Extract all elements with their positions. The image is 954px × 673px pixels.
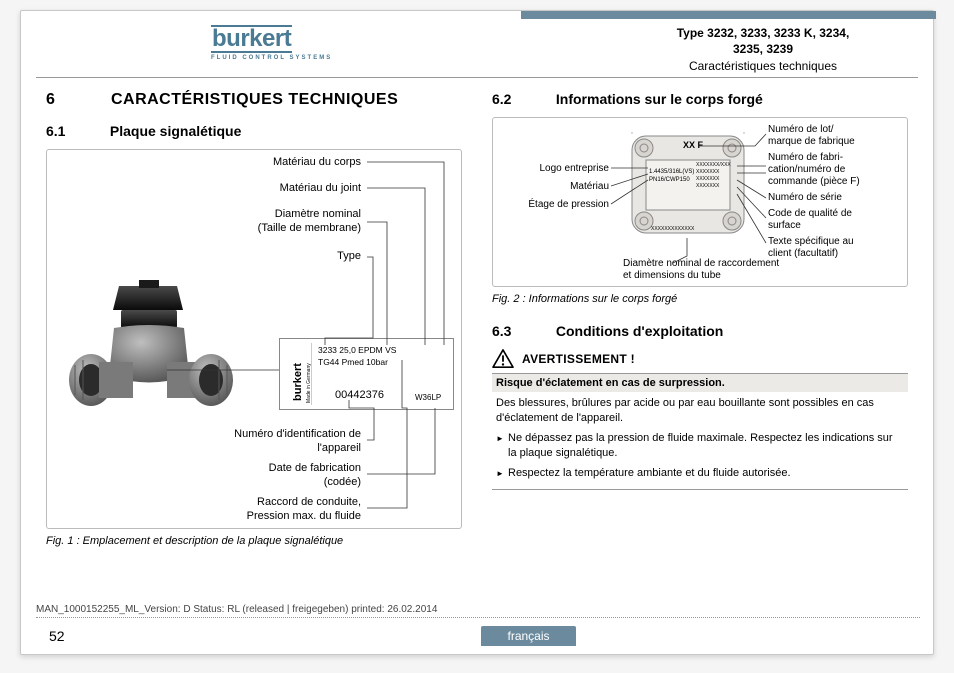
page-number: 52 (49, 628, 65, 644)
valve-illustration (59, 280, 249, 440)
callout-seal-material: Matériau du joint (161, 182, 361, 196)
callout-nominal-dia: Diamètre nominal (Taille de membrane) (161, 208, 361, 236)
callout-pressure-stage: Étage de pression (499, 199, 609, 211)
flange-ph5: XXXXXXXXXXXXX (651, 226, 694, 232)
section-6-2-heading: 6.2 Informations sur le corps forgé (492, 91, 908, 107)
left-column: 6 CARACTÉRISTIQUES TECHNIQUES 6.1 Plaque… (46, 91, 462, 599)
accent-bar (521, 11, 936, 19)
figure-2: XX F 1.4435/316L(VS) PN16/CWP150 XXXXXXX… (492, 117, 908, 287)
warning-body: Des blessures, brûlures par acide ou par… (492, 392, 908, 490)
section-title: CARACTÉRISTIQUES TECHNIQUES (111, 91, 398, 108)
flange-ph1: XXXXXXX/XXX (696, 162, 731, 168)
warning-bullet-1: Ne dépassez pas la pression de fluide ma… (496, 431, 904, 462)
section-6-heading: 6 CARACTÉRISTIQUES TECHNIQUES (46, 91, 462, 109)
callout-mfg-date: Date de fabrication (codée) (161, 462, 361, 490)
figure-1: burkert Made in Germany 3233 25,0 EPDM V… (46, 149, 462, 529)
callout-pipe-pressure: Raccord de conduite, Pression max. du fl… (161, 496, 361, 524)
warning-risk-line: Risque d'éclatement en cas de surpressio… (492, 373, 908, 392)
callout-mfg-date-l1: Date de fabrication (269, 462, 361, 474)
brand-logo: burkert FLUID CONTROL SYSTEMS (211, 25, 332, 61)
logo-text: burkert (211, 25, 292, 53)
flange-mat: 1.4435/316L(VS) (649, 169, 694, 175)
warning-block: AVERTISSEMENT ! Risque d'éclatement en c… (492, 349, 908, 490)
section-6-1-heading: 6.1 Plaque signalétique (46, 123, 462, 139)
flange-ph2: XXXXXXX (696, 169, 719, 175)
flange-pn: PN16/CWP150 (649, 177, 690, 183)
warning-bullet-2: Respectez la température ambiante et du … (496, 466, 904, 481)
callout-nominal-dia-l1: Diamètre nominal (275, 208, 361, 220)
flange-ph3: XXXXXXX (696, 176, 719, 182)
callout-nominal-dia-l2: (Taille de membrane) (258, 222, 361, 234)
warning-header: AVERTISSEMENT ! (492, 349, 908, 369)
flange-ph4: XXXXXXX (696, 183, 719, 189)
content-columns: 6 CARACTÉRISTIQUES TECHNIQUES 6.1 Plaque… (46, 91, 908, 599)
section-number: 6 (46, 91, 106, 109)
callout-mfg-date-l2: (codée) (324, 476, 361, 488)
language-tab: français (481, 626, 576, 646)
warning-body-text: Des blessures, brûlures par acide ou par… (496, 396, 904, 427)
callout-pipe-l2: Pression max. du fluide (247, 510, 361, 522)
subsection-title: Informations sur le corps forgé (556, 91, 763, 107)
subsection-title: Plaque signalétique (110, 123, 241, 139)
warning-icon (492, 349, 514, 369)
logo-subtitle: FLUID CONTROL SYSTEMS (211, 55, 332, 61)
nameplate-row1: 3233 25,0 EPDM VS (318, 345, 396, 355)
callout-batch: Numéro de lot/ marque de fabrique (768, 124, 855, 148)
callout-pipe-l1: Raccord de conduite, (257, 496, 361, 508)
subsection-title: Conditions d'exploitation (556, 323, 723, 339)
section-6-3-heading: 6.3 Conditions d'exploitation (492, 323, 908, 339)
header-subtitle: Caractéristiques techniques (613, 59, 913, 73)
callout-nominal-bottom: Diamètre nominal de raccordement et dime… (623, 258, 779, 282)
right-column: 6.2 Informations sur le corps forgé (492, 91, 908, 599)
header-right-block: Type 3232, 3233, 3233 K, 3234, 3235, 323… (613, 25, 913, 73)
callout-body-material: Matériau du corps (161, 156, 361, 170)
nameplate-ident: 00442376 (335, 389, 384, 401)
callout-ident-l2: l'appareil (317, 442, 361, 454)
callout-materiau: Matériau (499, 181, 609, 193)
callout-serial: Numéro de série (768, 192, 842, 204)
figure-1-caption: Fig. 1 : Emplacement et description de l… (46, 535, 462, 547)
warning-title: AVERTISSEMENT ! (522, 352, 635, 366)
header-type-line2: 3235, 3239 (613, 41, 913, 57)
document-info-line: MAN_1000152255_ML_Version: D Status: RL … (36, 604, 920, 618)
nameplate-row2: TG44 Pmed 10bar (318, 357, 388, 367)
header-type-line1: Type 3232, 3233, 3233 K, 3234, (613, 25, 913, 41)
subsection-number: 6.2 (492, 91, 552, 107)
subsection-number: 6.1 (46, 123, 106, 139)
callout-logo-entreprise: Logo entreprise (499, 163, 609, 175)
nameplate-made-in: Made in Germany (306, 363, 312, 403)
callout-ident: Numéro d'identification de l'appareil (161, 428, 361, 456)
callout-type: Type (161, 250, 361, 264)
nameplate-code: W36LP (415, 393, 441, 402)
nameplate-box: burkert Made in Germany 3233 25,0 EPDM V… (279, 338, 454, 410)
nameplate-logo-text: burkert (292, 363, 304, 401)
subsection-number: 6.3 (492, 323, 552, 339)
callout-mfg-order: Numéro de fabri- cation/numéro de comman… (768, 152, 860, 188)
document-page: burkert FLUID CONTROL SYSTEMS Type 3232,… (20, 10, 934, 655)
flange-xxf: XX F (683, 140, 703, 150)
figure-2-caption: Fig. 2 : Informations sur le corps forgé (492, 293, 908, 305)
page-header: burkert FLUID CONTROL SYSTEMS Type 3232,… (21, 11, 933, 71)
callout-custom: Texte spécifique au client (facultatif) (768, 236, 854, 260)
callout-quality: Code de qualité de surface (768, 208, 852, 232)
callout-ident-l1: Numéro d'identification de (234, 428, 361, 440)
header-divider (36, 77, 918, 78)
nameplate-logo: burkert Made in Germany (284, 343, 312, 405)
